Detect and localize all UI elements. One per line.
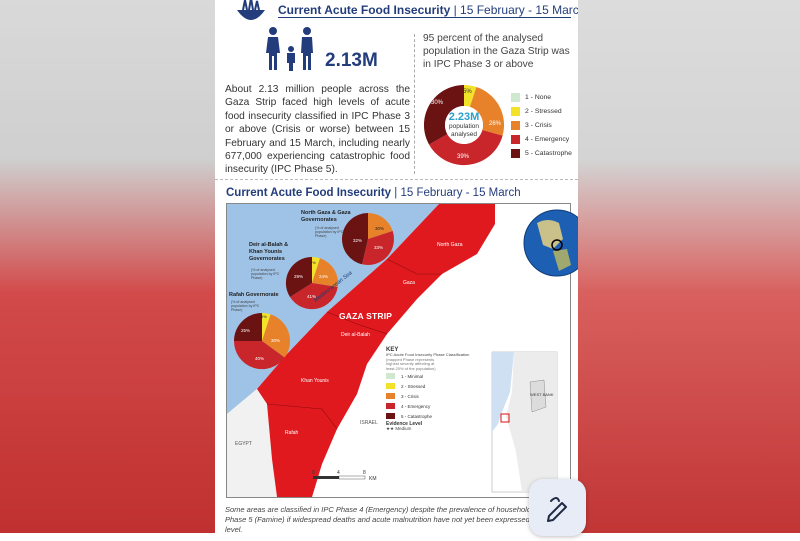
pie-label: 29%	[294, 274, 303, 279]
pie-north-gaza: 32% 30% 33%	[341, 213, 394, 265]
svg-text:8: 8	[363, 470, 366, 476]
pie-label: 5%	[261, 314, 267, 319]
egypt-area	[227, 389, 277, 497]
key-note: (mapped Phase represents highest severit…	[386, 356, 436, 371]
donut-slice-catastrophe	[423, 84, 464, 145]
donut-label-26: 26%	[489, 121, 502, 127]
pie-deir-khan: 29% 5% 24% 41%	[285, 256, 339, 310]
rafah-boundary	[266, 403, 338, 430]
percent-statement: 95 percent of the analysed population in…	[423, 33, 570, 70]
gaza-boundary	[386, 258, 442, 275]
legend-item: 1 - None	[511, 90, 572, 104]
edit-button[interactable]	[529, 479, 586, 536]
gaza-strip-area	[257, 204, 495, 497]
pie-label: 33%	[374, 245, 383, 250]
pie-note-deir-khan: (% of analysed population by IPC Phase)	[251, 268, 280, 280]
legend-swatch	[511, 134, 520, 144]
place-israel: ISRAEL	[360, 420, 378, 426]
map-key: KEY IPC Acute Food Insecurity Phase Clas…	[386, 347, 469, 432]
phase-legend: 1 - None 2 - Stressed 3 - Crisis 4 - Eme…	[511, 90, 572, 160]
key-row: 3 - Crisis	[386, 391, 469, 401]
donut-slice-emergency	[429, 130, 503, 166]
key-row: 5 - Catastrophe	[386, 411, 469, 421]
donut-center-value: 2.23M	[448, 111, 480, 123]
pie-title-rafah: Rafah Governorate	[229, 292, 279, 298]
place-egypt: EGYPT	[235, 441, 252, 447]
pie-title-deir-khan: Deir al-Balah & Khan Younis Governorates	[249, 242, 289, 262]
pie-label: 32%	[353, 238, 362, 243]
scale-bar: 0 4 8 KM	[312, 470, 377, 482]
gaza-map: 0 4 8 KM 32% 30% 33%	[226, 203, 578, 498]
legend-item: 4 - Emergency	[511, 132, 572, 146]
evidence-title: Evidence Level	[386, 421, 423, 427]
place-north-gaza: North Gaza	[437, 242, 463, 248]
legend-item: 5 - Catastrophe	[511, 146, 572, 160]
edit-pencil-icon	[547, 497, 567, 522]
pie-title-north-gaza: North Gaza & Gaza Governorates	[301, 210, 351, 223]
donut-center-label: population analysed	[449, 123, 479, 138]
background-left	[0, 0, 215, 533]
legend-swatch	[511, 148, 520, 158]
key-swatch	[386, 413, 395, 419]
pie-label: 25%	[241, 328, 250, 333]
key-swatch	[386, 383, 395, 389]
svg-text:KM: KM	[369, 476, 377, 482]
donut-center: 2.23M population analysed	[437, 111, 491, 139]
section-divider	[215, 179, 578, 180]
key-swatch	[386, 403, 395, 409]
pie-label: 30%	[375, 226, 384, 231]
legend-swatch	[511, 120, 520, 130]
donut-slice-crisis	[469, 87, 505, 136]
family-icon	[266, 27, 313, 71]
headline-number: 2.13M	[325, 50, 378, 71]
pie-rafah: 25% 5% 30% 40%	[233, 313, 291, 370]
place-gaza: Gaza	[403, 280, 415, 286]
legend-item: 3 - Crisis	[511, 118, 572, 132]
globe-icon	[523, 209, 578, 277]
section-title: Current Acute Food Insecurity | 15 Febru…	[226, 187, 521, 199]
place-rafah: Rafah	[285, 430, 299, 436]
pie-label: 5%	[310, 260, 316, 265]
donut-label-30: 30%	[431, 100, 444, 106]
place-khan-younis: Khan Younis	[301, 378, 329, 384]
footnote: Some areas are classified in IPC Phase 4…	[225, 505, 568, 533]
title-underline	[278, 17, 571, 18]
pie-label: 41%	[307, 294, 316, 299]
deir-boundary	[326, 311, 388, 335]
place-deir-al-balah: Deir al-Balah	[341, 332, 370, 338]
document-page: Current Acute Food Insecurity | 15 Febru…	[215, 0, 578, 533]
key-title: KEY	[386, 347, 399, 353]
pie-label: 40%	[255, 356, 264, 361]
summary-paragraph: About 2.13 million people across the Gaz…	[225, 84, 410, 176]
key-subtitle: IPC Acute Food Insecurity Phase Classifi…	[386, 352, 470, 357]
column-divider	[414, 34, 415, 174]
inset-map	[491, 351, 558, 493]
donut-label-39: 39%	[457, 154, 470, 160]
svg-text:0: 0	[312, 470, 315, 476]
legend-swatch	[511, 106, 520, 116]
pie-label: 24%	[319, 274, 328, 279]
population-donut-chart: 30% 5% 26% 39%	[423, 84, 505, 166]
legend-swatch	[511, 92, 520, 102]
key-swatch	[386, 393, 395, 399]
key-swatch	[386, 373, 395, 379]
evidence-value: ★★ Medium	[386, 426, 412, 431]
key-row: 1 - Minimal	[386, 371, 469, 381]
page-title: Current Acute Food Insecurity | 15 Febru…	[278, 3, 578, 17]
pie-note-north-gaza: (% of analysed population by IPC Phase)	[315, 226, 344, 238]
gaza-strip-label: GAZA STRIP	[339, 311, 393, 321]
place-west-bank: WEST BANK	[530, 392, 554, 397]
key-row: 2 - Stressed	[386, 381, 469, 391]
pie-note-rafah: (% of analysed population by IPC Phase)	[231, 300, 260, 312]
svg-text:4: 4	[337, 470, 340, 476]
legend-item: 2 - Stressed	[511, 104, 572, 118]
donut-slice-stressed	[464, 85, 477, 107]
food-bowl-icon	[237, 0, 265, 20]
pie-label: 30%	[271, 338, 280, 343]
background-right	[578, 0, 800, 533]
donut-label-5: 5%	[463, 89, 472, 95]
key-row: 4 - Emergency	[386, 401, 469, 411]
